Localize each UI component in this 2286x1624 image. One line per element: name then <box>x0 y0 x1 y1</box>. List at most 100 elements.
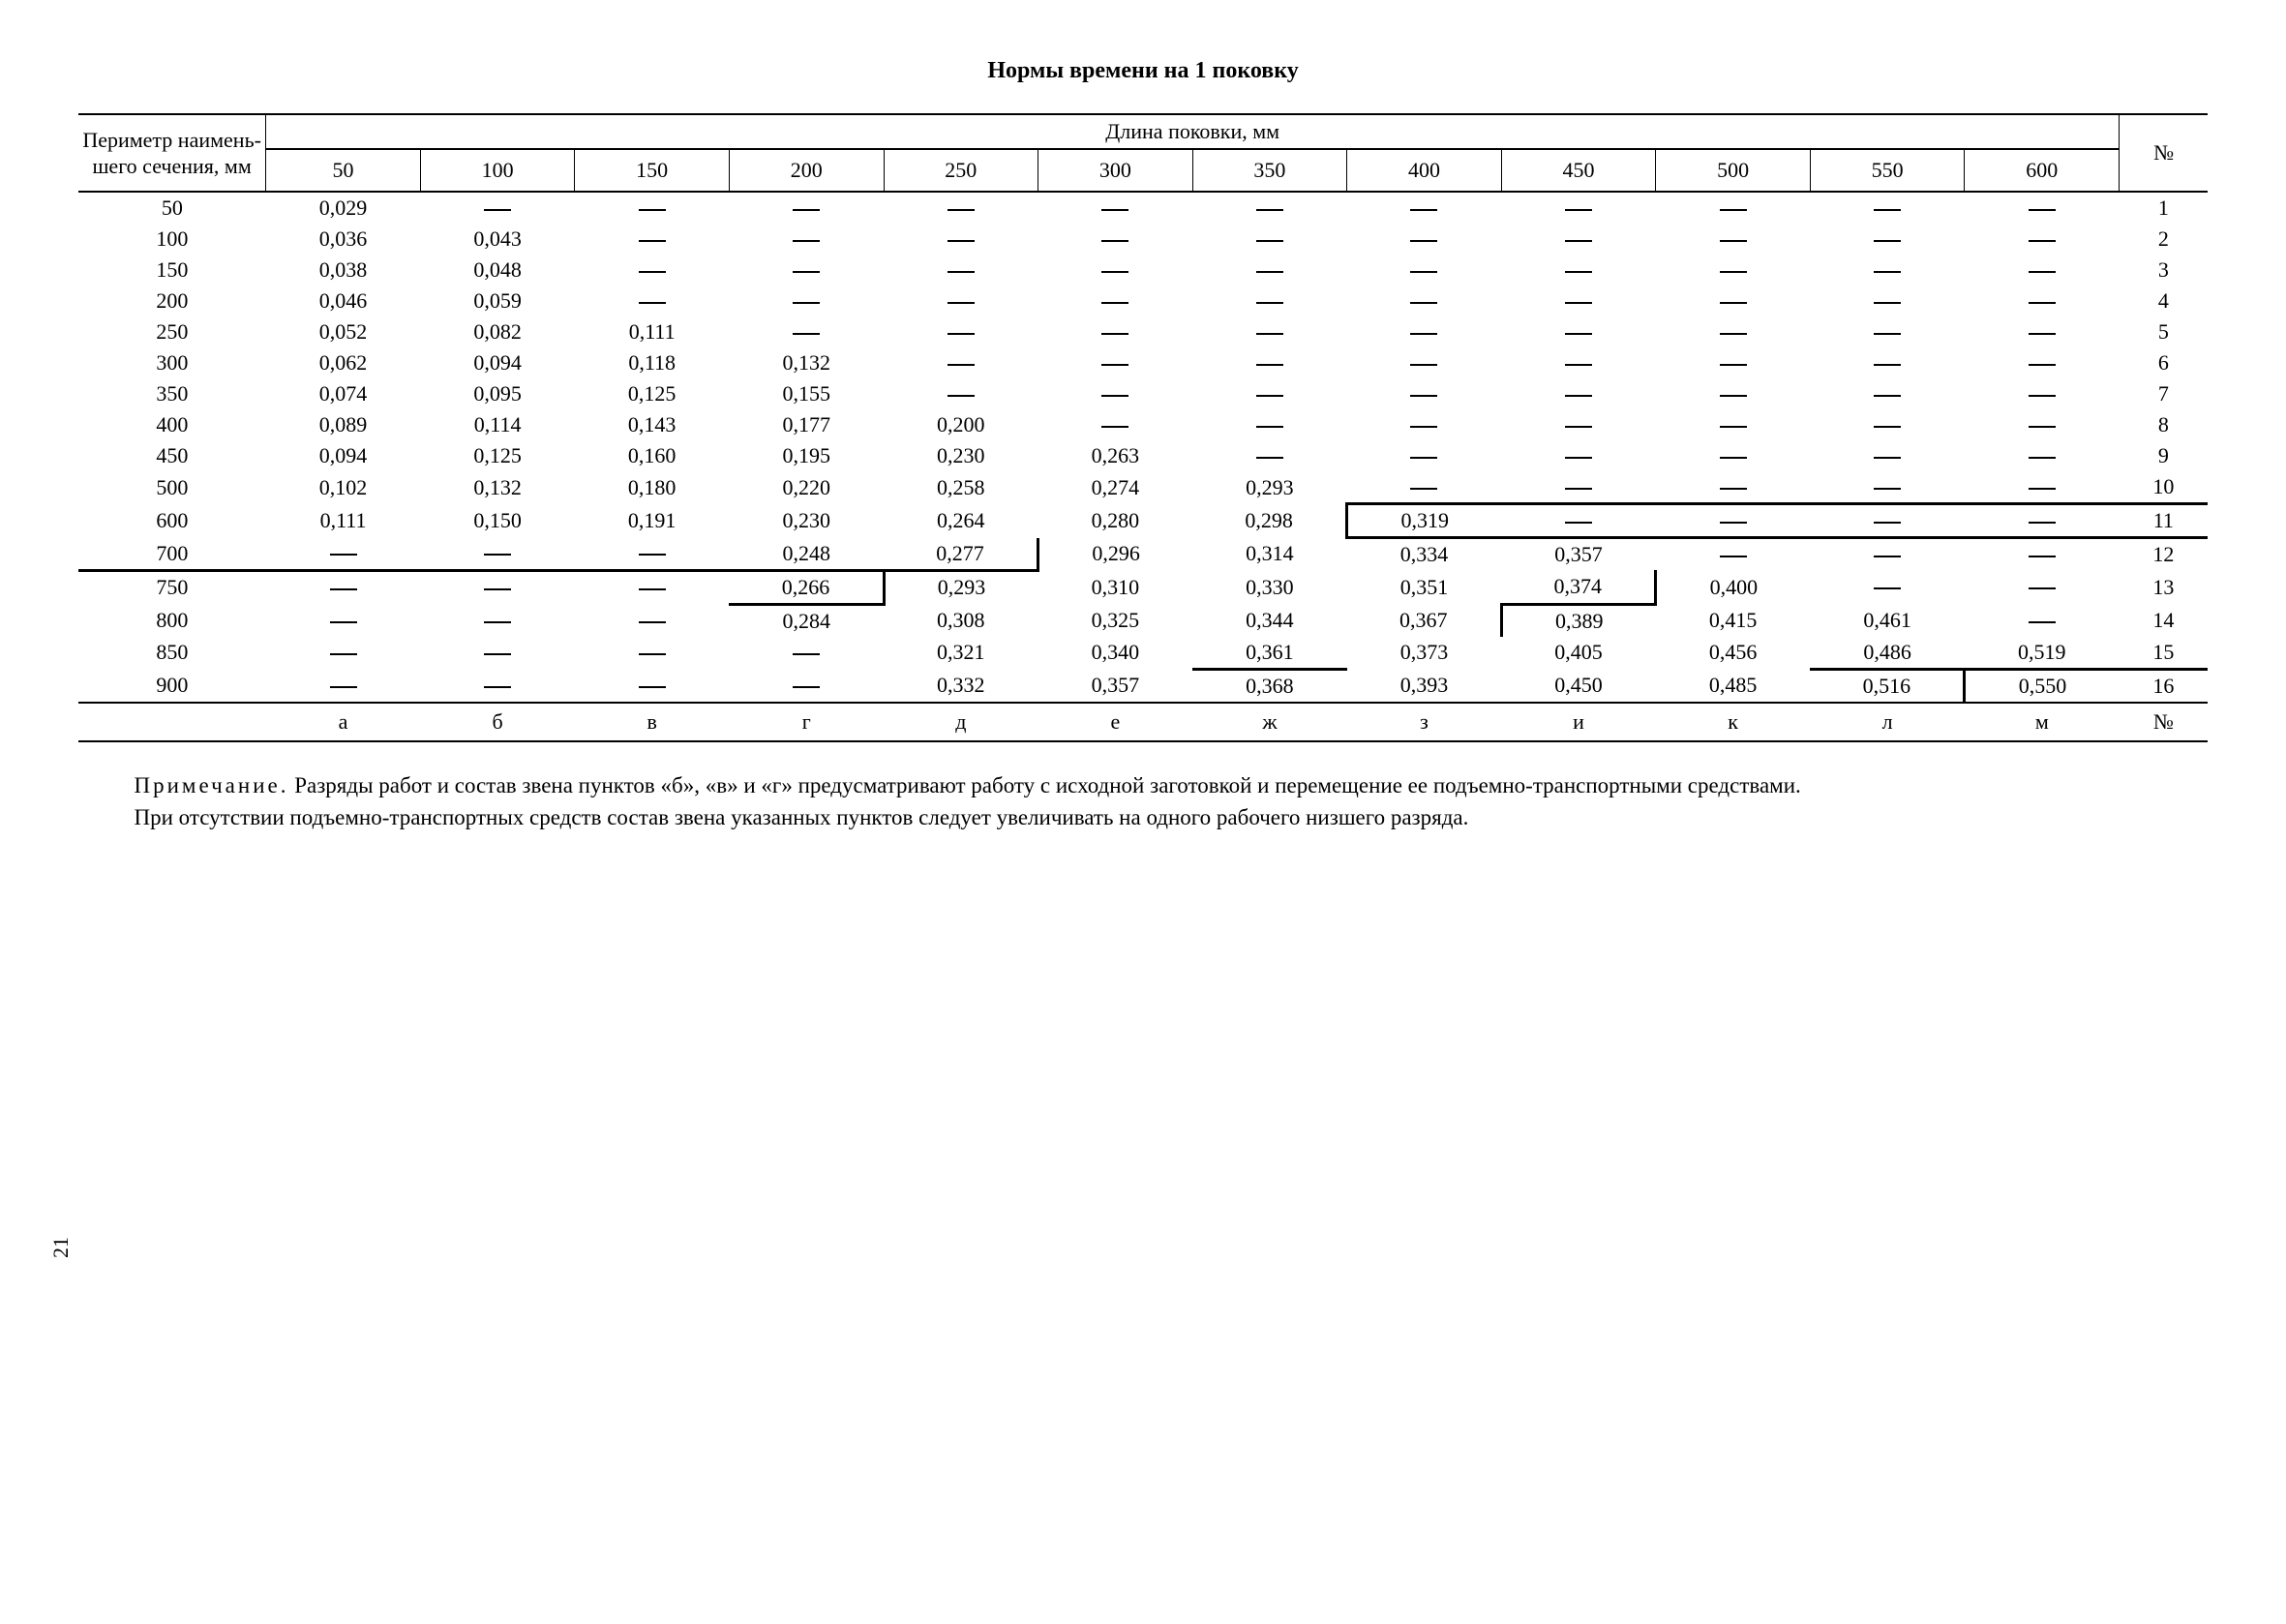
cell: 0,325 <box>1038 604 1193 637</box>
cell <box>1347 471 1502 504</box>
dash-icon <box>2029 209 2056 211</box>
dash-icon <box>1101 395 1128 397</box>
dash-icon <box>1256 426 1283 428</box>
cell <box>1656 316 1811 347</box>
dash-icon <box>1720 209 1747 211</box>
cell: 0,415 <box>1656 604 1811 637</box>
cell <box>1810 378 1965 409</box>
cell: 0,062 <box>266 347 421 378</box>
cell: 0,393 <box>1347 669 1502 703</box>
cell: 0,200 <box>884 409 1038 440</box>
cell <box>1347 286 1502 316</box>
dash-icon <box>1720 457 1747 459</box>
cell: 0,332 <box>884 669 1038 703</box>
row-index: 9 <box>2120 440 2208 471</box>
cell: 0,059 <box>420 286 575 316</box>
dash-icon <box>793 302 820 304</box>
cell <box>1810 224 1965 255</box>
dash-icon <box>1720 522 1747 524</box>
cell <box>1810 570 1965 604</box>
cell <box>1192 286 1347 316</box>
cell <box>575 604 730 637</box>
col-header: 600 <box>1965 149 2120 192</box>
cell <box>1810 440 1965 471</box>
cell: 0,089 <box>266 409 421 440</box>
index-label: № <box>2120 114 2208 192</box>
cell: 0,074 <box>266 378 421 409</box>
cell: 0,191 <box>575 504 730 538</box>
cell <box>1810 347 1965 378</box>
cell <box>1347 224 1502 255</box>
dash-icon <box>1101 426 1128 428</box>
cell <box>1347 440 1502 471</box>
footer-letter: в <box>575 703 730 741</box>
dash-icon <box>639 653 666 655</box>
cell: 0,400 <box>1656 570 1811 604</box>
cell <box>1038 409 1193 440</box>
cell: 0,314 <box>1192 538 1347 571</box>
cell <box>1192 316 1347 347</box>
cell: 0,230 <box>884 440 1038 471</box>
cell <box>1965 255 2120 286</box>
cell: 0,263 <box>1038 440 1193 471</box>
dash-icon <box>1720 302 1747 304</box>
cell <box>1965 347 2120 378</box>
cell <box>266 570 421 604</box>
dash-icon <box>1565 522 1592 524</box>
dash-icon <box>1720 556 1747 557</box>
cell <box>266 669 421 703</box>
dash-icon <box>2029 395 2056 397</box>
row-index: 3 <box>2120 255 2208 286</box>
col-header: 450 <box>1501 149 1656 192</box>
cell <box>1965 286 2120 316</box>
dash-icon <box>793 271 820 273</box>
dash-icon <box>1720 333 1747 335</box>
dash-icon <box>1256 457 1283 459</box>
dash-icon <box>330 554 357 556</box>
dash-icon <box>947 364 975 366</box>
cell <box>1965 604 2120 637</box>
dash-icon <box>1565 271 1592 273</box>
dash-icon <box>1874 488 1901 490</box>
cell: 0,082 <box>420 316 575 347</box>
cell: 0,264 <box>884 504 1038 538</box>
row-index: 12 <box>2120 538 2208 571</box>
cell <box>1810 192 1965 224</box>
note-text-2: При отсутствии подъемно-транспортных сре… <box>78 801 2208 833</box>
cell: 0,330 <box>1192 570 1347 604</box>
footer-letter: з <box>1347 703 1502 741</box>
row-label: 750 <box>78 570 266 604</box>
dash-icon <box>1874 302 1901 304</box>
dash-icon <box>2029 556 2056 557</box>
cell: 0,095 <box>420 378 575 409</box>
cell: 0,405 <box>1501 637 1656 670</box>
cell: 0,277 <box>884 538 1038 571</box>
row-label: 350 <box>78 378 266 409</box>
cell: 0,043 <box>420 224 575 255</box>
cell: 0,357 <box>1038 669 1193 703</box>
cell <box>420 538 575 571</box>
cell <box>1965 504 2120 538</box>
cell: 0,038 <box>266 255 421 286</box>
cell: 0,550 <box>1965 669 2120 703</box>
dash-icon <box>1101 302 1128 304</box>
cell <box>1656 409 1811 440</box>
dash-icon <box>2029 587 2056 589</box>
cell <box>575 538 730 571</box>
cell <box>1347 378 1502 409</box>
cell: 0,456 <box>1656 637 1811 670</box>
cell <box>575 224 730 255</box>
cell <box>1965 316 2120 347</box>
dash-icon <box>484 588 511 590</box>
dash-icon <box>2029 271 2056 273</box>
dash-icon <box>1101 240 1128 242</box>
dash-icon <box>1565 302 1592 304</box>
cell: 0,334 <box>1347 538 1502 571</box>
cell: 0,048 <box>420 255 575 286</box>
dash-icon <box>2029 302 2056 304</box>
dash-icon <box>1720 271 1747 273</box>
cell <box>1501 440 1656 471</box>
cell <box>729 192 884 224</box>
cell <box>884 255 1038 286</box>
cell <box>1656 286 1811 316</box>
